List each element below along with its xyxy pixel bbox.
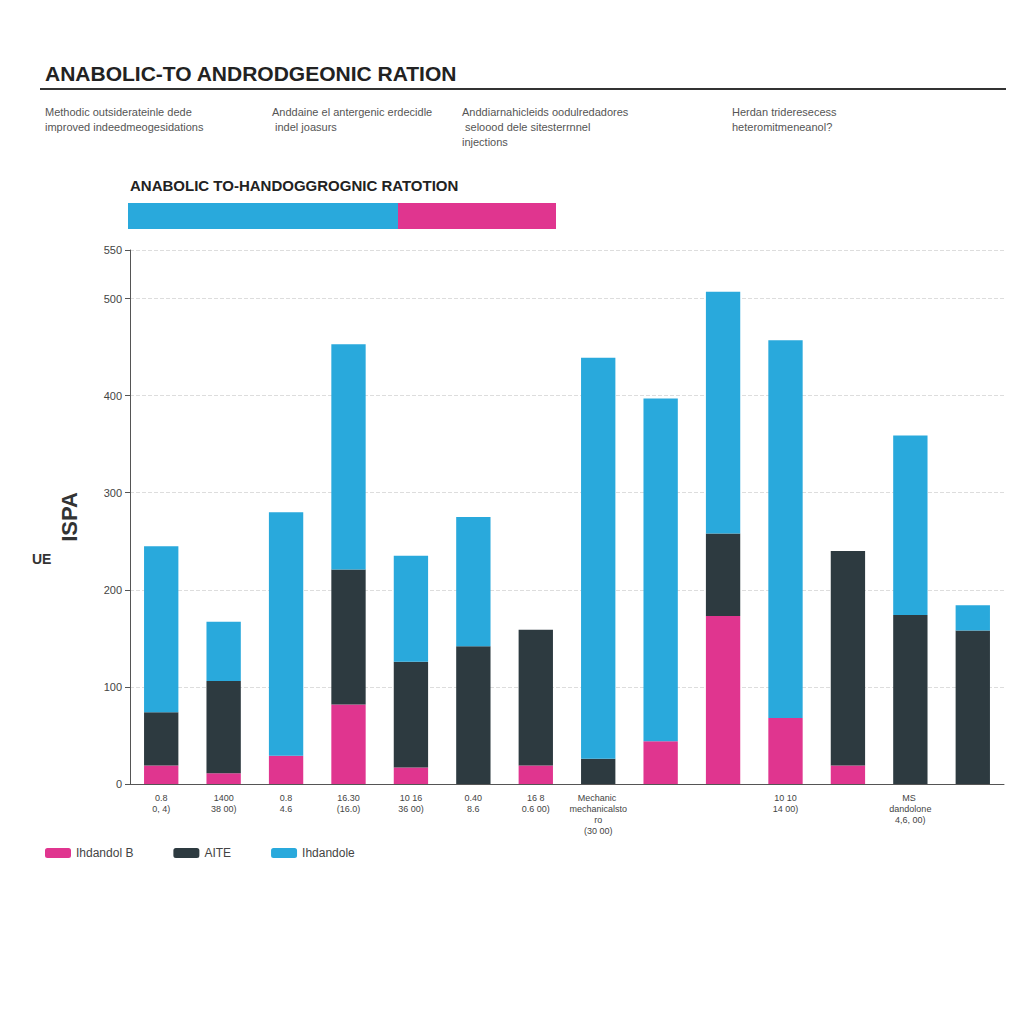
svg-text:Methodic outsiderateinle dede: Methodic outsiderateinle dede	[45, 106, 195, 118]
svg-text:ISPA: ISPA	[57, 492, 82, 542]
svg-text:38 00): 38 00)	[211, 804, 237, 814]
svg-text:4.6: 4.6	[280, 804, 293, 814]
svg-text:10 16: 10 16	[400, 793, 423, 803]
svg-text:550: 550	[104, 244, 122, 256]
svg-text:300: 300	[104, 487, 122, 499]
svg-text:0, 4): 0, 4)	[152, 804, 170, 814]
svg-text:0.6 00): 0.6 00)	[522, 804, 550, 814]
svg-text:400: 400	[104, 390, 122, 402]
svg-text:mechanicalsto: mechanicalsto	[569, 804, 627, 814]
svg-text:AITE: AITE	[204, 846, 231, 860]
svg-text:UE: UE	[32, 551, 51, 567]
svg-text:ro: ro	[594, 815, 602, 825]
svg-text:ANABOLIC-TO ANDRODGEONIC RATIO: ANABOLIC-TO ANDRODGEONIC RATION	[45, 62, 456, 85]
svg-text:500: 500	[104, 293, 122, 305]
svg-text:Ihdandol B: Ihdandol B	[76, 846, 133, 860]
svg-text:0.8: 0.8	[155, 793, 168, 803]
svg-text:16.30: 16.30	[337, 793, 360, 803]
svg-text:injections: injections	[462, 136, 508, 148]
svg-text:0.8: 0.8	[280, 793, 293, 803]
svg-text:100: 100	[104, 681, 122, 693]
svg-text:seloood dele sitesterrnnel: seloood dele sitesterrnnel	[462, 121, 593, 133]
svg-text:0: 0	[116, 778, 122, 790]
svg-text:4,6, 00): 4,6, 00)	[895, 815, 926, 825]
svg-text:heteromitmeneanol?: heteromitmeneanol?	[732, 121, 832, 133]
svg-text:(16.0): (16.0)	[337, 804, 361, 814]
svg-text:improved indeedmeogesidations: improved indeedmeogesidations	[45, 121, 204, 133]
svg-text:0.40: 0.40	[465, 793, 483, 803]
svg-text:16 8: 16 8	[527, 793, 545, 803]
svg-text:(30 00): (30 00)	[584, 826, 613, 836]
svg-text:10 10: 10 10	[774, 793, 797, 803]
svg-text:Herdan trideresecess: Herdan trideresecess	[732, 106, 840, 118]
svg-text:MS: MS	[902, 793, 918, 803]
svg-text:ANABOLIC TO-HANDOGGROGNIC RATO: ANABOLIC TO-HANDOGGROGNIC RATOTION	[130, 177, 458, 194]
svg-text:indel joasurs: indel joasurs	[272, 121, 337, 133]
svg-text:Mechanic: Mechanic	[578, 793, 619, 803]
svg-text:200: 200	[104, 584, 122, 596]
svg-text:dandolone: dandolone	[889, 804, 931, 814]
svg-text:Anddaine el antergenic erdecid: Anddaine el antergenic erdecidle	[272, 106, 432, 118]
svg-text:36 00): 36 00)	[398, 804, 424, 814]
svg-text:Anddiarnahicleids oodulredador: Anddiarnahicleids oodulredadores	[462, 106, 629, 118]
svg-text:14 00): 14 00)	[773, 804, 799, 814]
svg-text:8.6: 8.6	[467, 804, 480, 814]
svg-text:1400: 1400	[214, 793, 234, 803]
svg-text:Ihdandole: Ihdandole	[302, 846, 355, 860]
